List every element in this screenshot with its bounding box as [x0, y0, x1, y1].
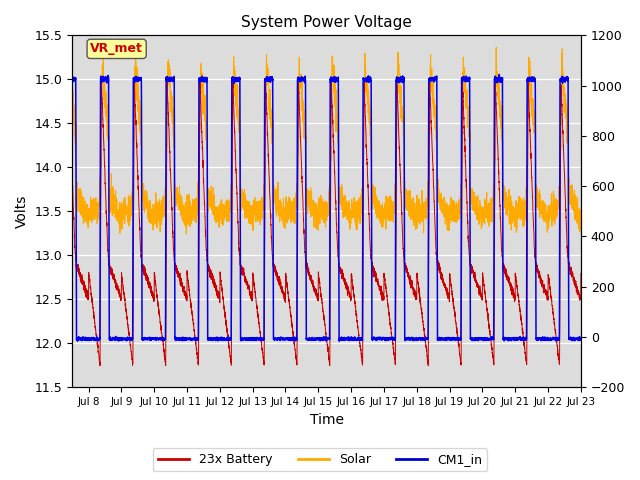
Legend: 23x Battery, Solar, CM1_in: 23x Battery, Solar, CM1_in — [153, 448, 487, 471]
Text: VR_met: VR_met — [90, 42, 143, 55]
X-axis label: Time: Time — [310, 413, 344, 427]
Y-axis label: Volts: Volts — [15, 195, 29, 228]
Title: System Power Voltage: System Power Voltage — [241, 15, 412, 30]
